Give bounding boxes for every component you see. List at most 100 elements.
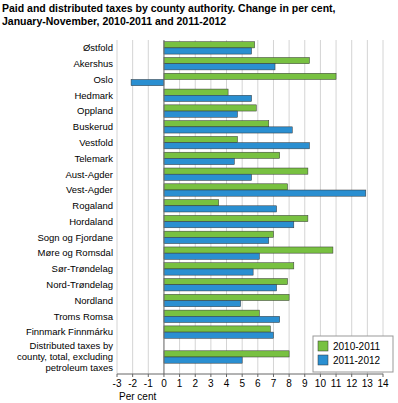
tick-label: 12 [346,378,358,389]
bar [164,326,270,332]
bar [164,136,238,142]
bars [131,42,366,364]
bar [164,279,288,285]
category-label: Oslo [93,74,113,85]
title: Paid and distributed taxes by county aut… [2,2,336,27]
bar [164,48,252,54]
category-label: Rogaland [72,200,113,211]
tick-label: 14 [377,378,389,389]
bar [164,57,310,63]
bar [164,263,294,269]
bar [164,237,269,243]
bar [164,253,259,259]
bar [164,190,366,196]
category-label: Finnmark Finnmárku [26,326,113,337]
bar [164,95,252,101]
tick-label: 0 [161,378,167,389]
grid-line [383,40,384,374]
bar [164,42,255,48]
bar [164,301,241,307]
bar [164,168,308,174]
bar [164,206,277,212]
x-axis [117,374,383,375]
category-label: Hordaland [69,216,113,227]
legend: 2010-2011 2011-2012 [313,336,393,372]
legend-label: 2010-2011 [333,341,381,352]
bar [164,121,269,127]
category-label: Møre og Romsdal [38,247,114,258]
chart: Paid and distributed taxes by county aut… [0,0,398,403]
legend-box [313,336,393,372]
grid-line [351,40,352,374]
bar [164,351,289,357]
category-label: Vest-Agder [66,184,113,195]
category-label: Vestfold [79,137,113,148]
category-label: Akershus [73,58,113,69]
zero-line [163,40,164,374]
bar [164,269,253,275]
bar [164,73,336,79]
bar [131,79,164,85]
category-label: Telemark [74,153,113,164]
bar [164,231,274,237]
grid-line [132,40,133,374]
tick-label: 2 [192,378,198,389]
grid-line [367,40,368,374]
bar [164,184,288,190]
grid [117,40,383,374]
category-label: Troms Romsa [54,311,114,322]
legend-label: 2011-2012 [333,355,381,366]
tick-label: -3 [113,378,122,389]
bar [164,294,289,300]
category-label: Nordland [74,295,113,306]
bar [164,89,228,95]
category-label: Buskerud [73,121,113,132]
grid-line [320,40,321,374]
category-label: Aust-Agder [65,169,113,180]
grid-line [336,40,337,374]
bar [164,174,252,180]
bar [164,316,280,322]
legend-swatch [318,355,328,365]
tick-label: 6 [255,378,261,389]
category-label: Distributed taxes bycounty, total, exclu… [17,340,113,373]
bar [164,158,234,164]
tick-label: 3 [208,378,214,389]
bar [164,111,238,117]
tick-label: 10 [315,378,327,389]
bar [164,285,277,291]
tick-label: 13 [362,378,374,389]
bar [164,215,308,221]
bar [164,310,259,316]
bar [164,127,292,133]
tick-label: 11 [331,378,342,389]
tick-label: 1 [177,378,183,389]
tick-label: 9 [302,378,308,389]
tick-label: -1 [144,378,153,389]
category-label: Sogn og Fjordane [37,232,113,243]
grid-line [117,40,118,374]
bar [164,152,280,158]
grid-line [148,40,149,374]
bar [164,64,275,70]
category-label: Hedmark [74,90,113,101]
tick-label: 8 [286,378,292,389]
grid-line [289,40,290,374]
category-label: Østfold [83,42,113,53]
bar [164,200,219,206]
bar [164,105,256,111]
bar [164,247,333,253]
axis-label: Per cent [119,391,156,402]
legend-swatch [318,341,328,351]
tick-label: -2 [128,378,137,389]
tick-label: 4 [224,378,230,389]
bar [164,143,310,149]
bar [164,332,274,338]
grid-line [163,40,164,374]
bar [164,222,294,228]
grid-line [304,40,305,374]
category-label: Oppland [77,105,113,116]
bar [164,357,242,363]
tick-label: 7 [271,378,277,389]
tick-label: 5 [239,378,245,389]
